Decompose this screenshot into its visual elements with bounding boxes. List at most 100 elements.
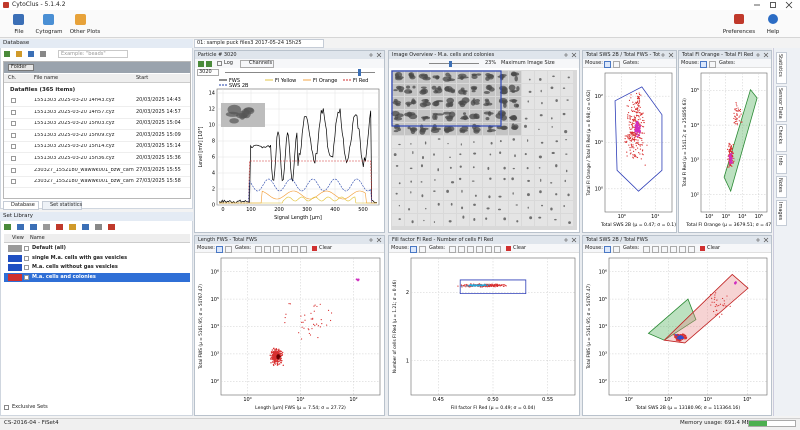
toolbar-icon[interactable]: [56, 224, 63, 230]
particle-box[interactable]: [197, 69, 219, 76]
row[interactable]: [4, 119, 190, 131]
side-tab[interactable]: [776, 124, 787, 152]
toolbar-icon[interactable]: [4, 224, 11, 230]
row[interactable]: [4, 166, 190, 177]
tool-button[interactable]: [709, 60, 716, 68]
checkbox[interactable]: [11, 179, 16, 185]
toolbar-icon[interactable]: [82, 224, 89, 230]
clear-icon[interactable]: [700, 246, 705, 251]
checkbox[interactable]: [11, 121, 16, 127]
checkbox[interactable]: [4, 405, 9, 410]
side-tab[interactable]: [776, 200, 787, 226]
slider-thumb[interactable]: [358, 69, 361, 76]
checkbox[interactable]: [11, 144, 16, 150]
tool-button[interactable]: [613, 60, 620, 68]
channels-button[interactable]: [240, 60, 274, 68]
event-dot: [280, 350, 282, 353]
clear-icon[interactable]: [312, 246, 317, 251]
gate-tool[interactable]: [300, 245, 307, 253]
log-check[interactable]: [217, 61, 222, 66]
set-check[interactable]: [24, 255, 29, 261]
gate-tool[interactable]: [282, 245, 289, 253]
toolbar-icon[interactable]: [43, 224, 50, 230]
checkbox[interactable]: [11, 167, 16, 173]
nav-button[interactable]: [206, 60, 212, 67]
y-tick-label: 2: [406, 290, 409, 296]
toolbar-icon[interactable]: [28, 51, 34, 57]
side-tab[interactable]: [776, 176, 787, 198]
tool-button[interactable]: [700, 60, 707, 68]
cell-image: [433, 221, 436, 223]
clear-icon[interactable]: [506, 246, 511, 251]
y-axis-label: Total FWS (µ = 5161.95; σ = 54767.47): [586, 284, 592, 370]
tool-button[interactable]: [419, 245, 426, 253]
tool-button[interactable]: [604, 60, 611, 68]
set-check[interactable]: [24, 246, 29, 251]
cell-image: [508, 84, 516, 91]
nav-button[interactable]: [198, 60, 204, 67]
tool-button[interactable]: [613, 245, 620, 253]
mouse-label: Mouse:: [391, 245, 409, 251]
toolbar-icon[interactable]: [30, 224, 37, 230]
set-row[interactable]: [4, 244, 190, 253]
gate-tool[interactable]: [679, 245, 686, 253]
cell-image: [396, 113, 404, 118]
gate-tool[interactable]: [291, 245, 298, 253]
event-dot: [641, 150, 644, 152]
gate-tool[interactable]: [688, 245, 695, 253]
set-check[interactable]: [24, 274, 29, 280]
tool-button[interactable]: [604, 245, 611, 253]
checkbox[interactable]: [11, 98, 16, 103]
gate-tool[interactable]: [467, 245, 474, 253]
side-tab[interactable]: [776, 154, 787, 174]
toolbar-icon[interactable]: [69, 224, 76, 230]
gate-tool[interactable]: [661, 245, 668, 253]
gate-tool[interactable]: [449, 245, 456, 253]
document-tab[interactable]: [194, 39, 324, 48]
gate-tool[interactable]: [494, 245, 501, 253]
row[interactable]: [4, 142, 190, 154]
row[interactable]: [4, 177, 190, 189]
gate-tool[interactable]: [652, 245, 659, 253]
plot-canvas: [369, 52, 382, 58]
tool-button[interactable]: [216, 245, 223, 253]
gate-tool[interactable]: [264, 245, 271, 253]
ribbon-icon: [768, 14, 778, 24]
gate-tool[interactable]: [643, 245, 650, 253]
set-row[interactable]: [4, 272, 190, 282]
toolbar-icon[interactable]: [16, 51, 22, 57]
row[interactable]: [4, 108, 190, 119]
gate-tool[interactable]: [476, 245, 483, 253]
gate-tool[interactable]: [273, 245, 280, 253]
checkbox[interactable]: [11, 132, 16, 138]
toolbar-icon[interactable]: [95, 224, 102, 230]
gate-tool[interactable]: [458, 245, 465, 253]
tab[interactable]: [3, 201, 39, 210]
event-dot: [330, 312, 333, 314]
checkbox[interactable]: [11, 156, 16, 161]
gate-tool[interactable]: [255, 245, 262, 253]
event-dot: [727, 166, 729, 168]
event-dot: [635, 134, 637, 136]
side-tab[interactable]: [776, 86, 787, 122]
gate-tool[interactable]: [485, 245, 492, 253]
row[interactable]: [4, 131, 190, 142]
set-row[interactable]: [4, 263, 190, 272]
side-tab[interactable]: [776, 52, 787, 84]
tool-button[interactable]: [410, 245, 417, 253]
zoom-thumb[interactable]: [449, 60, 452, 67]
tab[interactable]: [42, 201, 82, 210]
set-check[interactable]: [24, 265, 29, 270]
toolbar-icon[interactable]: [4, 51, 10, 57]
row[interactable]: [4, 96, 190, 107]
row[interactable]: [4, 154, 190, 165]
gate-tool[interactable]: [670, 245, 677, 253]
filter-box[interactable]: [58, 50, 128, 58]
toolbar-icon[interactable]: [40, 51, 46, 57]
set-row[interactable]: [4, 253, 190, 263]
toolbar-icon[interactable]: [17, 224, 24, 230]
cell-image: [513, 124, 519, 130]
checkbox[interactable]: [11, 109, 16, 115]
tool-button[interactable]: [225, 245, 232, 253]
toolbar-icon[interactable]: [108, 224, 115, 230]
